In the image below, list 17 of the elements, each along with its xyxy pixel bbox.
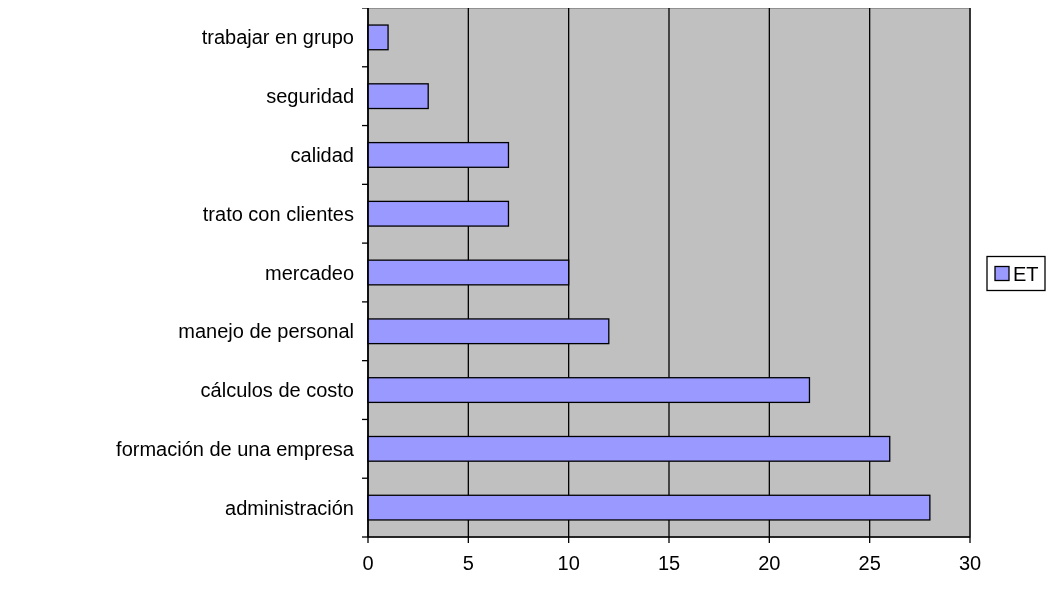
x-tick-label: 20 — [758, 552, 781, 574]
x-tick-label: 30 — [958, 552, 982, 574]
x-tick-label: 5 — [462, 552, 474, 574]
x-tick-label: 10 — [557, 552, 580, 574]
x-tick-label: 0 — [362, 552, 374, 574]
y-tick-label: trato con clientes — [202, 202, 354, 225]
x-tick-label: 15 — [657, 552, 681, 574]
y-tick-label: administración — [225, 496, 354, 519]
y-tick-label: trabajar en grupo — [201, 26, 354, 49]
x-tick-label: 25 — [858, 552, 881, 574]
y-tick-label: mercadeo — [265, 261, 354, 284]
legend-label: ET — [1013, 262, 1039, 285]
y-tick-label: calidad — [290, 143, 354, 166]
y-tick-label: manejo de personal — [178, 320, 354, 343]
y-tick-label: seguridad — [266, 85, 354, 108]
y-tick-label: cálculos de costo — [200, 379, 354, 402]
y-tick-label: formación de una empresa — [116, 437, 355, 460]
